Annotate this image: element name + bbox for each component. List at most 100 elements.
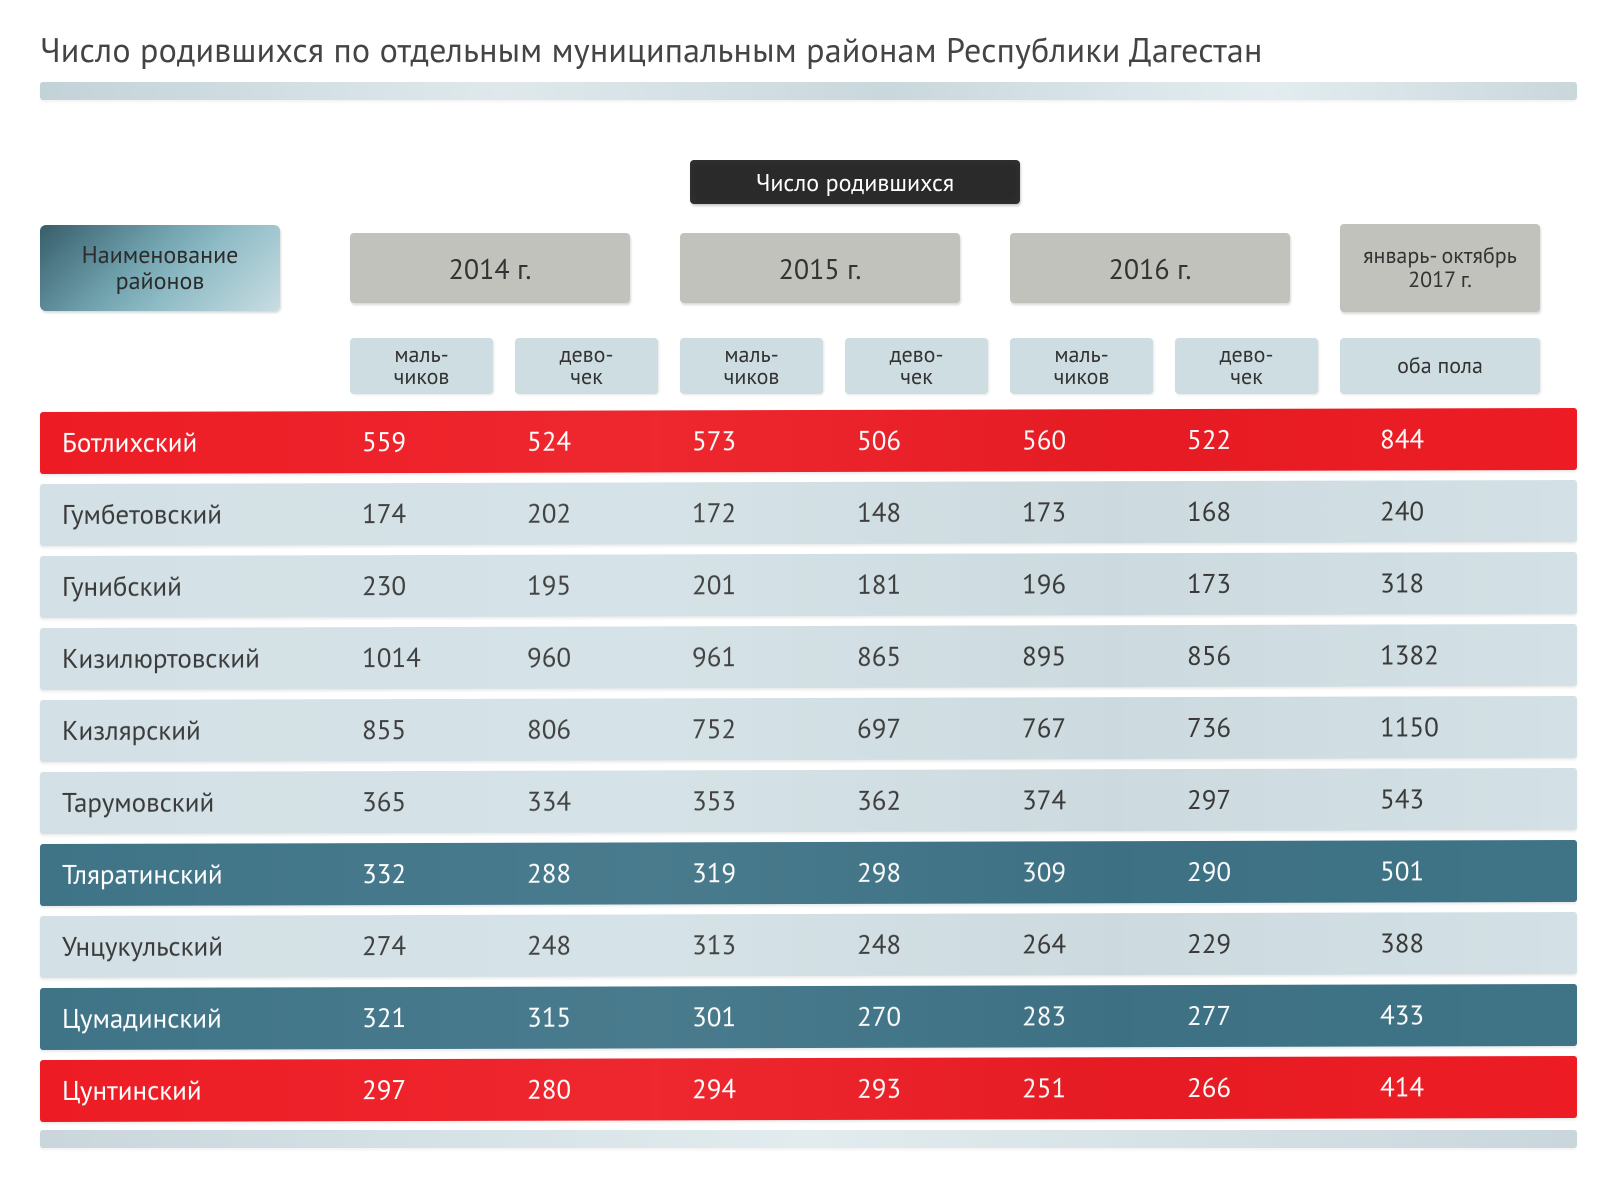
region-header-line2: районов <box>116 268 205 294</box>
row-value: 543 <box>1340 782 1540 817</box>
row-value: 895 <box>1010 639 1175 673</box>
year-header-2017: январь- октябрь 2017 г. <box>1340 224 1540 312</box>
row-region-name: Цунтинский <box>40 1073 350 1108</box>
row-value: 251 <box>1010 1071 1175 1105</box>
row-value: 1382 <box>1340 638 1540 673</box>
row-value: 293 <box>845 1071 1010 1105</box>
row-value: 229 <box>1175 927 1340 961</box>
row-value: 248 <box>515 928 680 962</box>
row-value: 362 <box>845 783 1010 817</box>
row-value: 433 <box>1340 998 1540 1033</box>
row-value: 148 <box>845 495 1010 529</box>
row-value: 280 <box>515 1072 680 1106</box>
row-value: 181 <box>845 567 1010 601</box>
table-row: Цунтинский297280294293251266414 <box>40 1056 1577 1122</box>
table-row: Гумбетовский174202172148173168240 <box>40 480 1577 546</box>
row-value: 290 <box>1175 855 1340 889</box>
year-header-2016: 2016 г. <box>1010 233 1290 303</box>
row-value: 806 <box>515 712 680 746</box>
row-region-name: Унцукульский <box>40 929 350 964</box>
row-value: 270 <box>845 999 1010 1033</box>
row-value: 844 <box>1340 422 1540 457</box>
row-value: 856 <box>1175 639 1340 673</box>
row-value: 248 <box>845 927 1010 961</box>
row-value: 301 <box>680 1000 845 1034</box>
subheader-2015-boys: маль- чиков <box>680 338 823 394</box>
row-value: 315 <box>515 1000 680 1034</box>
row-value: 294 <box>680 1072 845 1106</box>
table-row: Тляратинский332288319298309290501 <box>40 840 1577 906</box>
row-value: 767 <box>1010 711 1175 745</box>
row-value: 297 <box>350 1073 515 1107</box>
row-region-name: Тарумовский <box>40 785 350 820</box>
table-row: Цумадинский321315301270283277433 <box>40 984 1577 1050</box>
row-region-name: Цумадинский <box>40 1001 350 1036</box>
row-value: 266 <box>1175 1071 1340 1105</box>
row-value: 865 <box>845 639 1010 673</box>
row-value: 195 <box>515 568 680 602</box>
row-value: 264 <box>1010 927 1175 961</box>
row-value: 288 <box>515 856 680 890</box>
page-title: Число родившихся по отдельным муниципаль… <box>40 28 1577 72</box>
row-region-name: Гумбетовский <box>40 497 350 532</box>
footer-underline <box>40 1130 1577 1148</box>
super-header-births: Число родившихся <box>690 160 1020 204</box>
row-value: 334 <box>515 784 680 818</box>
row-value: 240 <box>1340 494 1540 529</box>
title-underline <box>40 82 1577 100</box>
row-value: 319 <box>680 856 845 890</box>
row-value: 506 <box>845 423 1010 457</box>
row-value: 374 <box>1010 783 1175 817</box>
subheader-2014-boys: маль- чиков <box>350 338 493 394</box>
row-value: 736 <box>1175 711 1340 745</box>
table-row: Унцукульский274248313248264229388 <box>40 912 1577 978</box>
subheader-2017-both: оба пола <box>1340 338 1540 394</box>
row-value: 274 <box>350 929 515 963</box>
row-value: 298 <box>845 855 1010 889</box>
row-region-name: Тляратинский <box>40 857 350 892</box>
row-value: 697 <box>845 711 1010 745</box>
row-value: 524 <box>515 424 680 458</box>
row-value: 1150 <box>1340 710 1540 745</box>
row-value: 501 <box>1340 854 1540 889</box>
row-region-name: Кизлярский <box>40 713 350 748</box>
table-row: Кизилюртовский10149609618658958561382 <box>40 624 1577 690</box>
subheader-2016-girls: дево- чек <box>1175 338 1318 394</box>
row-region-name: Гунибский <box>40 569 350 604</box>
table-row: Ботлихский559524573506560522844 <box>40 408 1577 474</box>
subheader-2014-girls: дево- чек <box>515 338 658 394</box>
row-value: 196 <box>1010 567 1175 601</box>
row-value: 1014 <box>350 641 515 675</box>
row-value: 960 <box>515 640 680 674</box>
row-value: 560 <box>1010 423 1175 457</box>
row-value: 313 <box>680 928 845 962</box>
row-value: 173 <box>1010 495 1175 529</box>
row-value: 309 <box>1010 855 1175 889</box>
row-value: 230 <box>350 569 515 603</box>
table-row: Гунибский230195201181196173318 <box>40 552 1577 618</box>
row-value: 332 <box>350 857 515 891</box>
row-value: 752 <box>680 712 845 746</box>
subheader-2015-girls: дево- чек <box>845 338 988 394</box>
row-value: 283 <box>1010 999 1175 1033</box>
row-value: 388 <box>1340 926 1540 961</box>
row-value: 201 <box>680 568 845 602</box>
data-rows: Ботлихский559524573506560522844Гумбетовс… <box>40 410 1577 1120</box>
row-value: 174 <box>350 497 515 531</box>
subheader-2016-boys: маль- чиков <box>1010 338 1153 394</box>
row-value: 202 <box>515 496 680 530</box>
row-value: 321 <box>350 1001 515 1035</box>
row-value: 318 <box>1340 566 1540 601</box>
row-region-name: Кизилюртовский <box>40 641 350 676</box>
table-row: Тарумовский365334353362374297543 <box>40 768 1577 834</box>
row-value: 172 <box>680 496 845 530</box>
row-value: 855 <box>350 713 515 747</box>
row-value: 414 <box>1340 1070 1540 1105</box>
region-column-header: Наименование районов <box>40 225 280 311</box>
row-value: 353 <box>680 784 845 818</box>
row-value: 297 <box>1175 783 1340 817</box>
row-value: 365 <box>350 785 515 819</box>
year-header-2015: 2015 г. <box>680 233 960 303</box>
row-value: 961 <box>680 640 845 674</box>
year-header-2014: 2014 г. <box>350 233 630 303</box>
